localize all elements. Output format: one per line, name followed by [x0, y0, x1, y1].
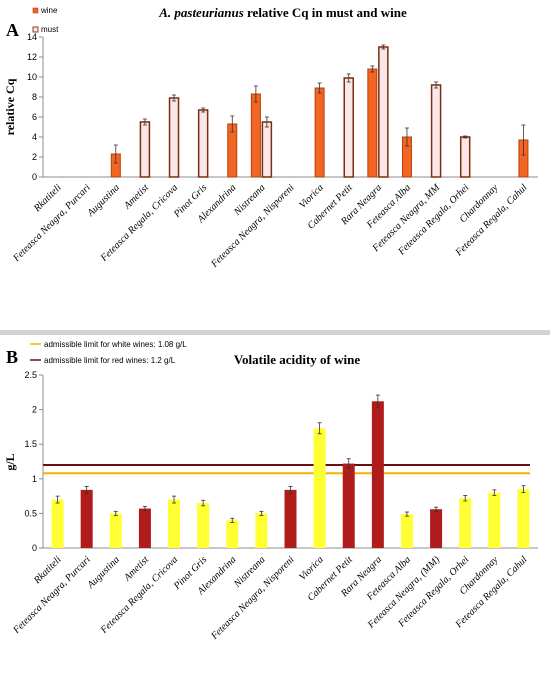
legend-white-limit-label: admissible limit for white wines: 1.08 g…: [44, 340, 187, 349]
must-bar: [378, 46, 389, 178]
panel-b-y-tick-label: 2.5: [24, 370, 37, 380]
panel-a-ylabel: relative Cq: [3, 78, 17, 135]
panel-a: A A. pasteurianus relative Cq in must an…: [3, 5, 538, 270]
panel-separator: [0, 330, 550, 335]
panel-a-y-tick-label: 0: [32, 172, 37, 182]
panel-b-label: B: [6, 347, 18, 367]
white-wine-bar: [313, 428, 326, 548]
white-wine-bar: [459, 498, 472, 548]
must-bar: [197, 109, 209, 178]
must-bar: [261, 121, 273, 178]
legend-must-label: must: [41, 25, 59, 34]
panel-a-legend: wine must: [32, 6, 59, 34]
panel-a-label: A: [6, 20, 19, 40]
panel-a-y-tick-label: 10: [27, 72, 37, 82]
red-wine-bar: [342, 463, 355, 548]
panel-a-title-rest: relative Cq in must and wine: [244, 5, 407, 20]
panel-a-y-tick-label: 12: [27, 52, 37, 62]
panel-a-y-tick-label: 14: [27, 32, 37, 42]
panel-a-title-italic: A. pasteurianus: [158, 5, 244, 20]
panel-a-y-tick-label: 6: [32, 112, 37, 122]
must-bar: [430, 84, 442, 178]
legend-must-swatch: [32, 26, 39, 33]
white-wine-bar: [168, 499, 181, 548]
must-bar: [168, 97, 180, 178]
red-wine-bar: [284, 489, 297, 548]
panel-b-limit-lines: [43, 463, 530, 475]
panel-a-title: A. pasteurianus relative Cq in must and …: [158, 5, 407, 20]
panel-a-x-tick-label: Viorica: [297, 182, 325, 210]
panel-b-bars: [51, 394, 530, 548]
legend-red-limit-label: admissible limit for red wines: 1.2 g/L: [44, 356, 176, 365]
wine-bar: [314, 87, 325, 178]
must-bar: [343, 77, 354, 178]
panel-b-legend: admissible limit for white wines: 1.08 g…: [30, 340, 187, 365]
must-bar: [459, 136, 471, 178]
white-wine-bar: [109, 513, 122, 548]
panel-b-y-tick-label: 0.5: [24, 508, 37, 518]
red-wine-bar: [138, 508, 151, 548]
wine-bar: [250, 93, 261, 178]
legend-wine-label: wine: [40, 6, 58, 15]
panel-b-x-tick-label: Viorica: [297, 554, 325, 582]
panel-a-bars: [110, 44, 529, 178]
panel-b-y-tick-label: 0: [32, 543, 37, 553]
white-wine-bar: [51, 499, 64, 548]
panel-a-y-tick-label: 8: [32, 92, 37, 102]
white-wine-bar: [517, 489, 530, 548]
must-bar: [139, 121, 151, 178]
wine-bar: [367, 68, 378, 178]
panel-a-y-tick-label: 4: [32, 132, 37, 142]
white-wine-bar: [400, 514, 413, 548]
red-wine-bar: [430, 509, 443, 548]
panel-b: B Volatile acidity of wine g/L 0 0.5 1 1.5 2…: [3, 340, 538, 642]
panel-b-ylabel: g/L: [3, 453, 17, 470]
red-wine-bar: [80, 489, 93, 548]
legend-wine-swatch: [32, 7, 39, 14]
white-wine-bar: [197, 503, 210, 548]
white-wine-bar: [488, 492, 501, 548]
panel-b-y-tick-label: 2: [32, 405, 37, 415]
panel-a-axes: 0 2 4 6 8 10 12 14: [27, 32, 538, 182]
panel-a-y-tick-label: 2: [32, 152, 37, 162]
panel-b-title: Volatile acidity of wine: [234, 352, 360, 367]
white-wine-bar: [226, 520, 239, 548]
white-wine-bar: [255, 513, 268, 548]
panel-b-y-tick-label: 1.5: [24, 439, 37, 449]
red-wine-bar: [371, 401, 384, 548]
panel-b-y-tick-label: 1: [32, 474, 37, 484]
